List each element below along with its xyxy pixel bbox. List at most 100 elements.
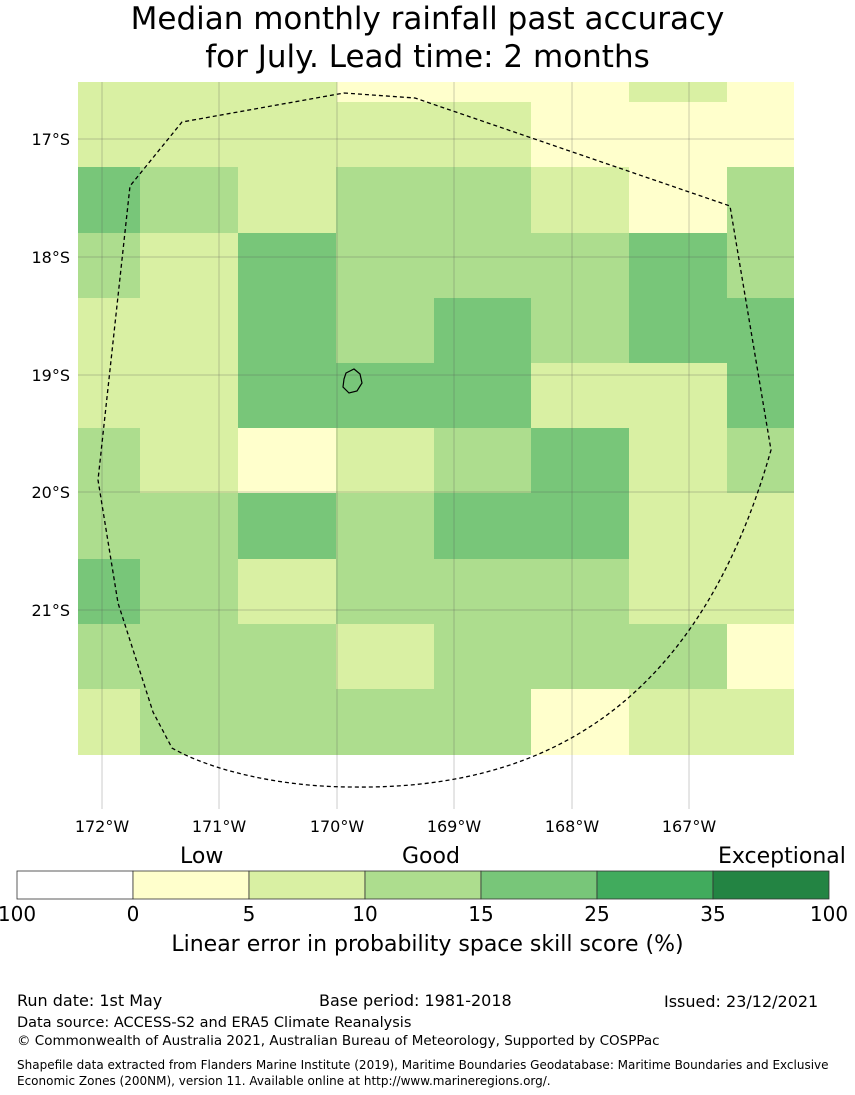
data-source: Data source: ACCESS-S2 and ERA5 Climate … xyxy=(17,1015,412,1031)
grid-cell xyxy=(629,559,727,624)
grid-cell xyxy=(78,167,140,233)
lat-label: 19°S xyxy=(31,366,70,385)
grid-cell xyxy=(238,624,336,689)
grid-cell xyxy=(531,689,629,755)
colorbar-swatch xyxy=(480,870,598,900)
grid-cell xyxy=(434,167,531,233)
colorbar-swatch xyxy=(712,870,830,900)
grid-cell xyxy=(727,233,794,298)
grid-cell xyxy=(238,298,336,363)
grid-cell xyxy=(336,559,434,624)
grid-cell xyxy=(629,233,727,298)
grid-cell xyxy=(78,298,140,363)
grid-cell xyxy=(434,428,531,493)
grid-cell xyxy=(531,233,629,298)
title-line-2: for July. Lead time: 2 months xyxy=(205,39,650,75)
grid-cell xyxy=(629,689,727,755)
lat-label: 17°S xyxy=(31,130,70,149)
lat-label: 18°S xyxy=(31,248,70,267)
island-outline xyxy=(342,368,363,394)
lon-label: 171°W xyxy=(192,817,247,836)
grid-cell xyxy=(629,624,727,689)
colorbar-label: Linear error in probability space skill … xyxy=(171,932,684,957)
grid-cell xyxy=(336,428,434,493)
grid-cell xyxy=(78,493,140,559)
grid-cell xyxy=(629,428,727,493)
grid-cell xyxy=(727,363,794,428)
shapefile-credit: Shapefile data extracted from Flanders M… xyxy=(17,1058,829,1088)
colorbar-category-low: Low xyxy=(180,844,224,869)
grid-cell xyxy=(140,559,238,624)
grid-cell xyxy=(629,493,727,559)
grid-cell xyxy=(78,428,140,493)
grid-cell xyxy=(727,689,794,755)
colorbar-tick: 10 xyxy=(352,902,378,926)
grid-cell xyxy=(140,167,238,233)
grid-cell xyxy=(531,493,629,559)
grid-cell xyxy=(336,624,434,689)
lon-label: 170°W xyxy=(310,817,365,836)
lon-label: 172°W xyxy=(75,817,130,836)
title-line-1: Median monthly rainfall past accuracy xyxy=(130,1,725,37)
colorbar-category-exceptional: Exceptional xyxy=(718,844,846,869)
grid-cell xyxy=(531,559,629,624)
grid-cell xyxy=(531,428,629,493)
grid-cell xyxy=(78,233,140,298)
grid-cell xyxy=(140,428,238,493)
grid-cell xyxy=(531,167,629,233)
grid-cell xyxy=(78,363,140,428)
colorbar-tick: 100 xyxy=(0,902,37,926)
grid-cell xyxy=(727,82,794,102)
lon-label: 169°W xyxy=(427,817,482,836)
colorbar-category-good: Good xyxy=(402,844,460,869)
grid-cell xyxy=(434,689,531,755)
issued-date: Issued: 23/12/2021 xyxy=(664,992,819,1011)
grid-cell xyxy=(140,689,238,755)
grid-cell xyxy=(238,167,336,233)
colorbar-tick: 15 xyxy=(468,902,494,926)
colorbar-swatch xyxy=(364,870,482,900)
grid-cell xyxy=(434,298,531,363)
grid-cell xyxy=(337,82,531,102)
grid-cell xyxy=(140,624,238,689)
lat-label: 21°S xyxy=(31,601,70,620)
grid-cell xyxy=(434,233,531,298)
grid-cell xyxy=(727,167,794,233)
colorbar-swatches xyxy=(16,870,830,900)
colorbar-swatch xyxy=(596,870,714,900)
grid-cell xyxy=(727,428,794,493)
grid-cell xyxy=(629,298,727,363)
colorbar-tick: 5 xyxy=(242,902,256,926)
grid-cell xyxy=(336,298,434,363)
grid-cell xyxy=(531,102,794,167)
grid-cell xyxy=(78,559,140,624)
grid-cell xyxy=(140,233,238,298)
colorbar xyxy=(16,870,830,900)
grid-cell xyxy=(531,624,629,689)
colorbar-swatch xyxy=(248,870,366,900)
skill-map: 17°S 18°S 19°S 20°S 21°S 172°W 171°W 170… xyxy=(31,82,794,836)
grid-cell xyxy=(531,82,629,102)
grid-cell xyxy=(434,624,531,689)
colorbar-tick: 35 xyxy=(700,902,726,926)
grid-cell xyxy=(531,298,629,363)
grid-cell xyxy=(238,493,336,559)
skill-grid-cells xyxy=(78,82,794,755)
lon-label: 168°W xyxy=(545,817,600,836)
grid-cell xyxy=(336,363,434,428)
colorbar-tick: 100 xyxy=(809,902,849,926)
colorbar-tick: 25 xyxy=(584,902,610,926)
colorbar-swatch xyxy=(132,870,250,900)
grid-cell xyxy=(727,493,794,559)
grid-cell xyxy=(434,363,531,428)
grid-cell xyxy=(336,233,434,298)
grid-cell xyxy=(434,559,531,624)
map-title: Median monthly rainfall past accuracy fo… xyxy=(0,0,855,76)
latitude-labels: 17°S 18°S 19°S 20°S 21°S xyxy=(31,130,70,620)
grid-cell xyxy=(336,167,434,233)
lon-label: 167°W xyxy=(662,817,717,836)
grid-cell xyxy=(140,298,238,363)
base-period: Base period: 1981-2018 xyxy=(319,991,512,1010)
grid-cell xyxy=(727,624,794,689)
grid-cell xyxy=(629,82,727,102)
